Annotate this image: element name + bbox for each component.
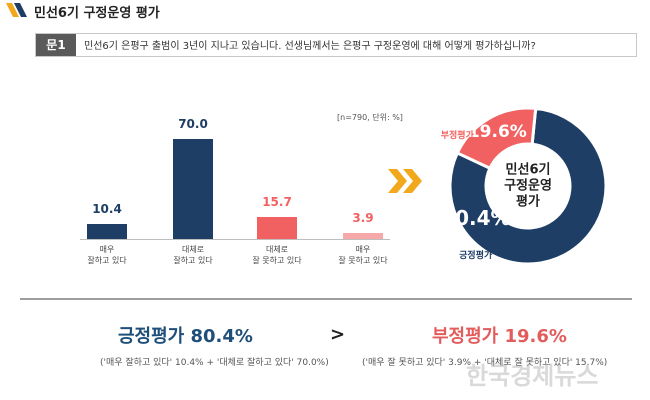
bar-chart-baseline <box>80 239 390 240</box>
donut-slice-긍정평가 <box>448 106 608 266</box>
bar-value-label-0: 10.4 <box>92 202 122 217</box>
bar-value-label-2: 15.7 <box>262 194 292 209</box>
question-badge: 문1 <box>36 34 76 56</box>
donut-percent-label-부정평가: 19.6% <box>468 122 527 142</box>
bar-category-label-3: 매우 잘 못하고 있다 <box>338 245 388 265</box>
bar-1 <box>173 139 213 239</box>
question-box: 문1 민선6기 은평구 출범이 3년이 지나고 있습니다. 선생님께서는 은평구… <box>35 33 637 57</box>
negative-summary-title: 부정평가 19.6% <box>432 326 567 347</box>
section-divider <box>20 298 632 300</box>
bar-category-label-0: 매우 잘하고 있다 <box>87 245 127 265</box>
donut-center-label-1: 구정운영 <box>504 178 552 194</box>
donut-center-label-0: 민선6기 <box>506 162 551 178</box>
bar-chart: 10.4 매우 잘하고 있다 70.0 대체로 잘하고 있다 15.7 대체로 잘 못하고 있다… <box>0 0 400 290</box>
donut-percent-label-긍정평가: 80.4% <box>441 206 510 230</box>
bar-category-label-2: 대체로 잘 못하고 있다 <box>252 245 302 265</box>
bar-value-label-3: 3.9 <box>352 211 374 226</box>
sample-note: [n=790, 단위: %] <box>337 113 403 122</box>
negative-summary-detail: ('매우 잘 못하고 있다' 3.9% + '대체로 잘 못하고 있다' 15.… <box>362 358 608 368</box>
bar-3 <box>343 233 383 239</box>
donut-center-label-2: 평가 <box>516 194 540 210</box>
bar-0 <box>87 224 127 239</box>
watermark: 한국경제뉴스 <box>466 362 599 390</box>
bar-2 <box>257 216 297 239</box>
donut-name-label-부정평가: 부정평가 <box>441 129 475 141</box>
chevron-arrow-icon <box>388 169 422 193</box>
brand-chevron-icon <box>6 3 27 17</box>
question-text: 민선6기 은평구 출범이 3년이 지나고 있습니다. 선생님께서는 은평구 구정… <box>84 41 536 52</box>
bar-value-label-1: 70.0 <box>178 117 208 131</box>
comparison-symbol: > <box>330 324 346 345</box>
positive-summary-detail: ('매우 잘하고 있다' 10.4% + '대체로 잘하고 있다' 70.0%) <box>100 358 329 368</box>
header-bar: 민선6기 구정운영 평가 <box>0 0 650 22</box>
donut-slice-부정평가 <box>455 106 538 171</box>
positive-summary-title: 긍정평가 80.4% <box>118 326 253 347</box>
bar-category-label-1: 대체로 잘하고 있다 <box>173 245 213 265</box>
page-title: 민선6기 구정운영 평가 <box>34 6 160 21</box>
donut-name-label-긍정평가: 긍정평가 <box>459 249 493 261</box>
